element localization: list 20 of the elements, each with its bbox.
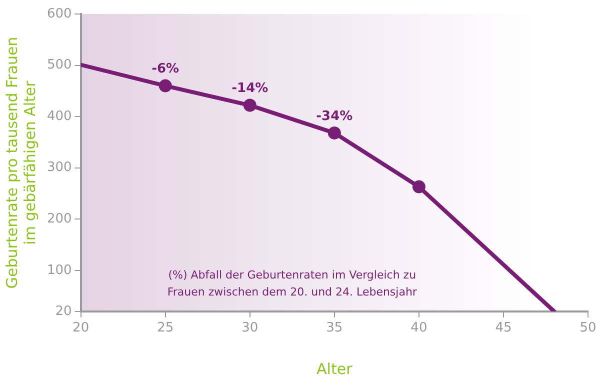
- annotation: -34%: [316, 108, 353, 124]
- y-tick-label: 400: [46, 108, 72, 124]
- y-tick-label: 500: [46, 58, 72, 73]
- x-tick-label: 30: [242, 320, 258, 336]
- y-axis-title: Geburtenrate pro tausend Frauen im gebärfähigen Alter: [2, 36, 39, 289]
- y-tick-label: 600: [46, 6, 72, 22]
- annotation: -14%: [232, 81, 268, 96]
- x-tick-label: 40: [410, 320, 428, 336]
- x-tick-label: 45: [495, 320, 512, 336]
- y-tick-label: 20: [55, 304, 72, 319]
- y-tick-label: 100: [46, 262, 72, 278]
- annotation: (%) Abfall der Geburtenraten im Vergleich zu Frauen zwischen dem 20. und 24. Lebensjahr: [167, 268, 418, 298]
- y-tick-label: 200: [46, 211, 72, 226]
- x-tick-label: 35: [326, 320, 343, 336]
- y-tick-label: 300: [46, 160, 72, 176]
- annotation: -6%: [152, 62, 180, 77]
- x-tick-label: 20: [72, 320, 90, 336]
- x-tick-label: 50: [580, 320, 596, 336]
- x-tick-label: 25: [157, 320, 174, 336]
- x-axis-title: Alter: [316, 360, 354, 378]
